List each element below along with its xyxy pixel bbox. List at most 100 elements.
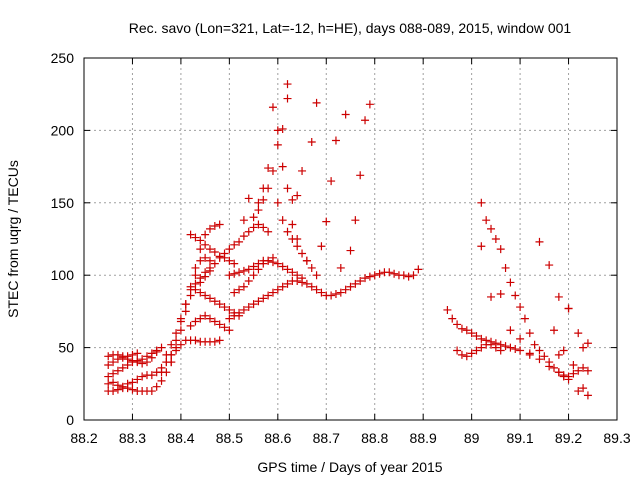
- data-point: [225, 271, 234, 280]
- data-point: [215, 300, 224, 309]
- x-tick-label: 88.2: [70, 430, 97, 446]
- data-point: [467, 349, 476, 358]
- data-point: [375, 269, 384, 278]
- data-point: [239, 232, 248, 241]
- data-point: [201, 272, 210, 281]
- series-arc-day89-5: [516, 334, 592, 400]
- y-tick-label: 100: [51, 267, 75, 283]
- series-arc-high-1: [239, 94, 292, 225]
- data-point: [477, 343, 486, 352]
- data-point: [181, 300, 190, 309]
- data-point: [331, 136, 340, 145]
- data-point: [298, 249, 307, 258]
- data-point: [273, 198, 282, 207]
- data-point: [235, 308, 244, 317]
- data-point: [535, 346, 544, 355]
- data-point: [370, 271, 379, 280]
- data-point: [472, 346, 481, 355]
- data-point: [341, 110, 350, 119]
- data-point: [579, 384, 588, 393]
- data-point: [196, 256, 205, 265]
- data-point: [506, 343, 515, 352]
- data-point: [564, 304, 573, 313]
- x-tick-label: 88.8: [361, 430, 388, 446]
- plot-frame: [83, 57, 618, 421]
- data-point: [317, 288, 326, 297]
- data-point: [254, 206, 263, 215]
- data-point: [351, 216, 360, 225]
- data-point: [113, 350, 122, 359]
- data-point: [268, 253, 277, 262]
- data-point: [283, 80, 292, 89]
- data-point: [215, 336, 224, 345]
- data-point: [118, 382, 127, 391]
- data-point: [181, 307, 190, 316]
- data-point: [506, 326, 515, 335]
- y-tick-label: 50: [58, 340, 74, 356]
- data-point: [298, 166, 307, 175]
- data-point: [264, 227, 273, 236]
- data-point: [390, 269, 399, 278]
- data-point: [307, 282, 316, 291]
- x-tick-label: 88.5: [216, 430, 243, 446]
- data-point: [302, 256, 311, 265]
- data-point: [293, 271, 302, 280]
- data-point: [142, 358, 151, 367]
- data-point: [288, 220, 297, 229]
- data-point: [346, 246, 355, 255]
- data-point: [579, 343, 588, 352]
- data-point: [215, 253, 224, 262]
- data-point: [264, 164, 273, 173]
- data-point: [472, 332, 481, 341]
- x-tick-label: 89.1: [506, 430, 533, 446]
- data-point: [535, 355, 544, 364]
- data-point: [525, 329, 534, 338]
- data-point: [128, 385, 137, 394]
- data-point: [239, 216, 248, 225]
- data-point: [104, 372, 113, 381]
- data-point: [147, 353, 156, 362]
- data-point: [244, 194, 253, 203]
- data-point: [545, 261, 554, 270]
- data-point: [356, 276, 365, 285]
- data-point: [191, 317, 200, 326]
- data-point: [201, 311, 210, 320]
- series-arc-fall-2: [191, 285, 244, 320]
- series-arc-day89-4: [477, 237, 592, 359]
- data-point: [254, 220, 263, 229]
- y-tick-label: 250: [51, 50, 75, 66]
- data-point: [453, 320, 462, 329]
- data-point: [113, 366, 122, 375]
- data-point: [535, 237, 544, 246]
- x-axis-label: GPS time / Days of year 2015: [257, 459, 442, 475]
- data-point: [249, 223, 258, 232]
- data-point: [540, 352, 549, 361]
- data-point: [496, 290, 505, 299]
- series-arc-rise-2: [162, 253, 214, 359]
- data-point: [268, 103, 277, 112]
- data-point: [172, 343, 181, 352]
- data-point: [520, 314, 529, 323]
- data-point: [283, 94, 292, 103]
- data-point: [172, 329, 181, 338]
- data-point: [128, 378, 137, 387]
- data-point: [477, 334, 486, 343]
- data-point: [128, 350, 137, 359]
- data-point: [109, 378, 118, 387]
- data-point: [196, 236, 205, 245]
- data-point: [249, 213, 258, 222]
- data-point: [118, 363, 127, 372]
- data-point: [278, 262, 287, 271]
- data-point: [341, 285, 350, 294]
- data-point: [201, 240, 210, 249]
- data-point: [109, 358, 118, 367]
- data-point: [506, 278, 515, 287]
- data-point: [496, 245, 505, 254]
- data-point: [244, 303, 253, 312]
- data-point: [239, 266, 248, 275]
- data-point: [157, 368, 166, 377]
- grid-lines: [84, 58, 617, 420]
- data-point: [104, 379, 113, 388]
- data-point: [569, 360, 578, 369]
- data-point: [244, 227, 253, 236]
